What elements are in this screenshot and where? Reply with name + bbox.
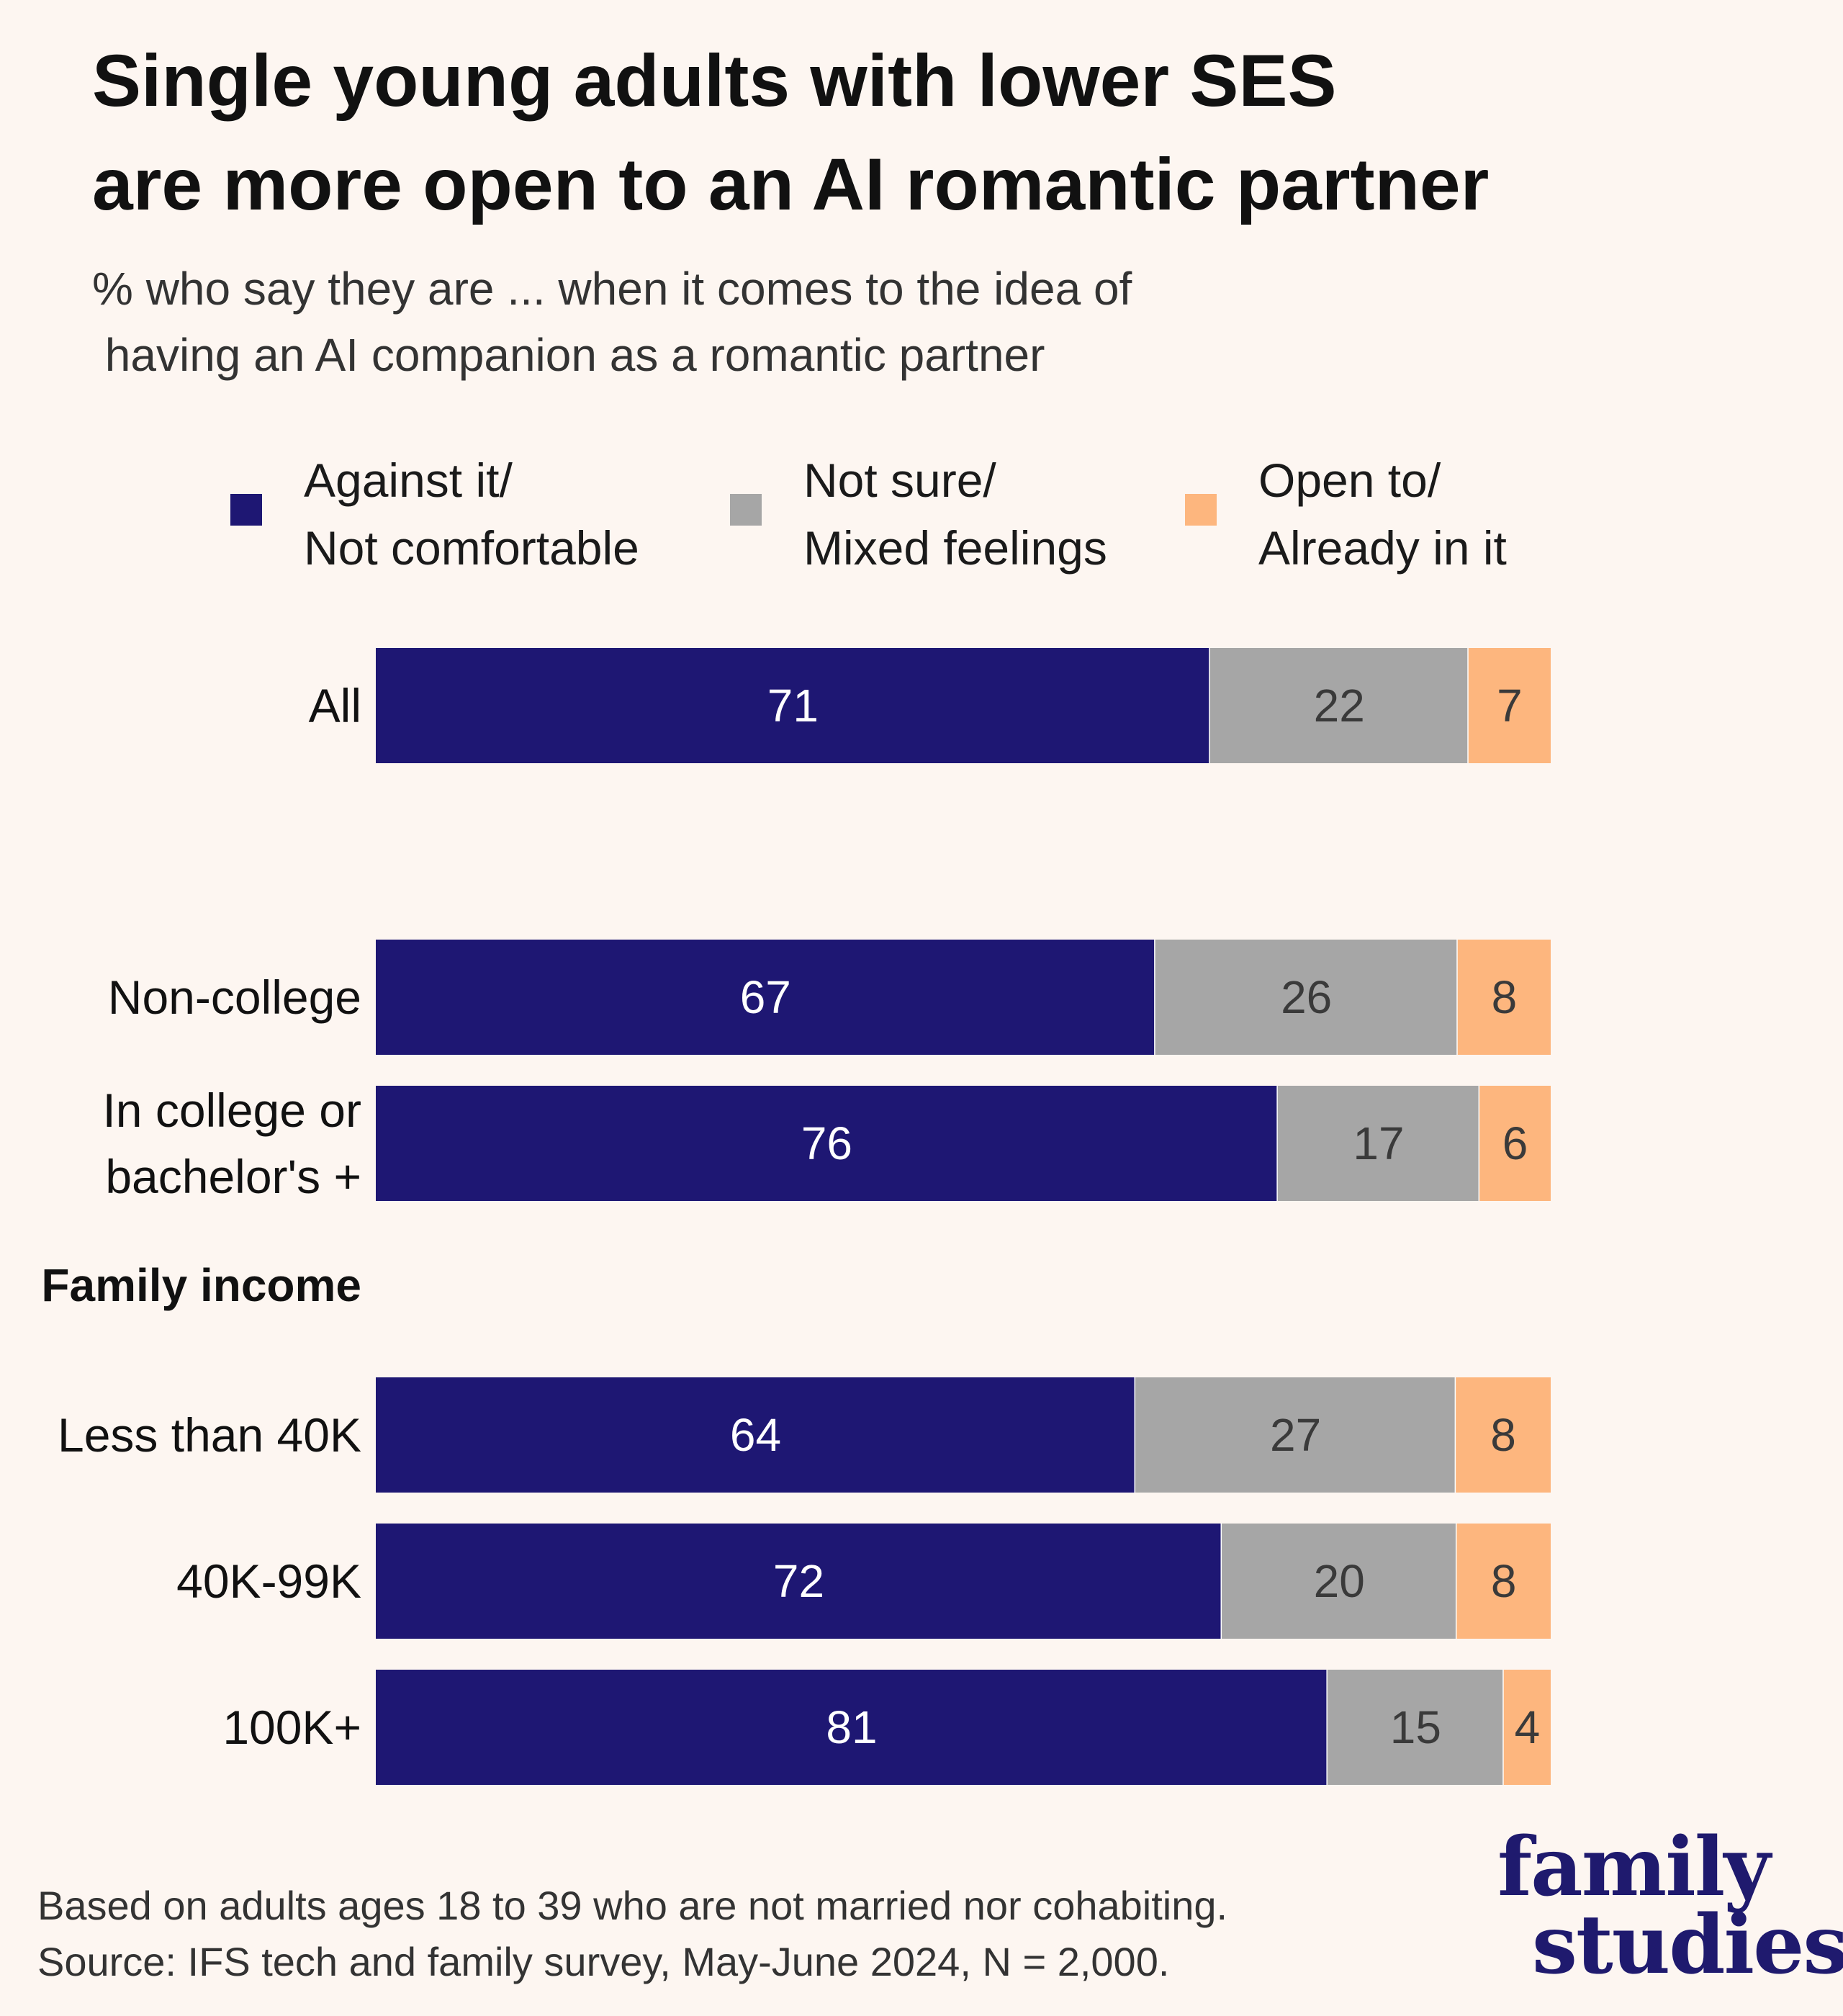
- legend-swatch-not-sure: [730, 494, 762, 526]
- family-studies-logo: family studies: [1497, 1820, 1843, 1992]
- bar-value-label: 7: [1497, 680, 1523, 732]
- bar-segment: [1456, 1524, 1551, 1639]
- subtitle-line-1: % who say they are ... when it comes to …: [92, 263, 1132, 315]
- bar-value-label: 20: [1314, 1555, 1365, 1607]
- footer-note: Based on adults ages 18 to 39 who are no…: [37, 1878, 1405, 1990]
- chart-title: Single young adults with lower SES are m…: [92, 29, 1748, 236]
- category-label: Less than 40K: [58, 1408, 361, 1462]
- bar-value-label: 72: [773, 1555, 824, 1607]
- bar-segment: [1503, 1670, 1551, 1785]
- bar-segment: [1327, 1670, 1504, 1785]
- footer-line-1: Based on adults ages 18 to 39 who are no…: [37, 1883, 1228, 1928]
- bar-value-label: 8: [1491, 1555, 1517, 1607]
- bar-value-label: 64: [730, 1409, 781, 1461]
- category-label: 100K+: [222, 1701, 361, 1754]
- category-label: All: [309, 679, 361, 732]
- bar-value-label: 76: [801, 1117, 852, 1169]
- bar-segment: [376, 1086, 1278, 1201]
- footer-line-2: Source: IFS tech and family survey, May-…: [37, 1939, 1170, 1984]
- bar-segment: [376, 1524, 1222, 1639]
- bar-value-label: 8: [1490, 1409, 1516, 1461]
- bar-value-label: 27: [1270, 1409, 1321, 1461]
- subtitle-line-2: having an AI companion as a romantic par…: [92, 329, 1045, 381]
- bar-value-label: 6: [1502, 1117, 1528, 1169]
- legend-label-not-sure-line1: Not sure/: [803, 454, 996, 507]
- bar-value-label: 71: [767, 680, 819, 732]
- bar-segment: [1457, 940, 1551, 1055]
- legend-label-open-line1: Open to/: [1258, 454, 1441, 507]
- bar-segment: [1479, 1086, 1551, 1201]
- legend-label-against-line1: Against it/: [304, 454, 513, 507]
- chart-subtitle: % who say they are ... when it comes to …: [92, 256, 1532, 388]
- category-label: Non-college: [108, 971, 361, 1024]
- legend: Against it/ Not comfortable Not sure/ Mi…: [0, 446, 1843, 576]
- bar-value-label: 4: [1515, 1701, 1541, 1753]
- legend-label-not-sure-line2: Mixed feelings: [803, 521, 1107, 575]
- legend-swatch-against: [230, 494, 262, 526]
- bar-value-label: 17: [1353, 1117, 1404, 1169]
- bar-segment: [376, 648, 1210, 763]
- category-label: 40K-99K: [176, 1554, 361, 1608]
- bar-segment: [1155, 940, 1458, 1055]
- bar-segment: [376, 940, 1155, 1055]
- bar-segment: [1456, 1377, 1551, 1493]
- bar-value-label: 26: [1281, 971, 1332, 1023]
- section-label-family-income: Family income: [41, 1259, 361, 1311]
- bar-segment: [376, 1670, 1328, 1785]
- bar-value-label: 8: [1492, 971, 1518, 1023]
- title-line-1: Single young adults with lower SES: [92, 40, 1337, 122]
- bar-segment: [1277, 1086, 1480, 1201]
- bar-value-label: 67: [740, 971, 791, 1023]
- logo-line-1: family: [1497, 1820, 1770, 1914]
- legend-swatch-open: [1185, 494, 1217, 526]
- title-line-2: are more open to an AI romantic partner: [92, 143, 1490, 225]
- legend-label-open-line2: Already in it: [1258, 521, 1507, 575]
- bar-value-label: 15: [1390, 1701, 1441, 1753]
- bar-value-label: 22: [1314, 680, 1365, 732]
- bar-segment: [1468, 648, 1551, 763]
- bar-segment: [376, 1377, 1136, 1493]
- bar-segment: [1209, 648, 1469, 763]
- category-label: bachelor's +: [105, 1150, 361, 1203]
- bar-segment: [1222, 1524, 1457, 1639]
- legend-label-against-line2: Not comfortable: [304, 521, 639, 575]
- category-label: In college or: [102, 1084, 361, 1137]
- bar-value-label: 81: [826, 1701, 877, 1753]
- bar-segment: [1135, 1377, 1456, 1493]
- logo-line-2: studies: [1532, 1898, 1843, 1992]
